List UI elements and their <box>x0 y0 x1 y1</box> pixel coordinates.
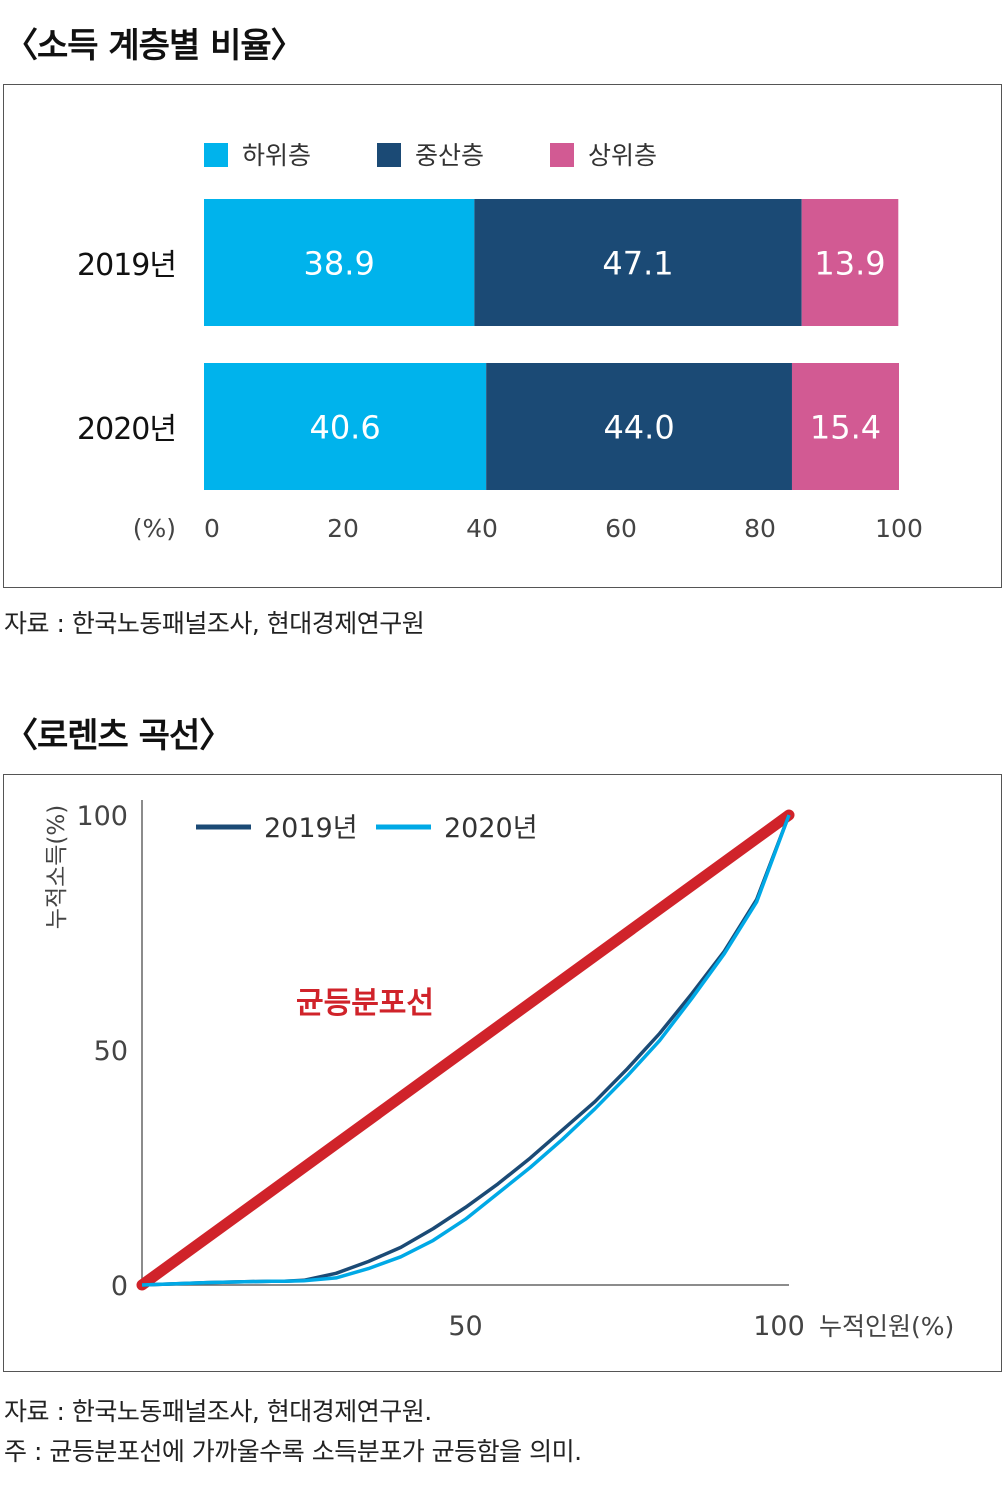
chart2-series: 균등분포선 <box>136 809 795 1291</box>
legend-label-1: 중산층 <box>415 141 484 170</box>
chart1-x-axis: (%) 0 20 40 60 80 100 <box>133 514 923 543</box>
x-tick-2: 40 <box>466 514 498 543</box>
lorenz-curve-chart: 0 50 100 50 100 누적인원(%) 누적소득(%) 균등분포선 2019년 202… <box>44 800 954 1342</box>
x-tick-5: 100 <box>875 514 923 543</box>
bar-1-0 <box>204 363 487 490</box>
x-axis-label: 누적인원(%) <box>819 1312 954 1341</box>
bar-1-1 <box>486 363 792 490</box>
category-label-0: 2019년 <box>77 248 176 283</box>
stacked-bar-chart: 하위층 중산층 상위층 2019년 38.9 47.1 13.9 2020년 40.6 44.0… <box>77 141 923 543</box>
legend-swatch-2 <box>550 143 574 167</box>
category-label-1: 2020년 <box>77 412 176 447</box>
legend-swatch-0 <box>204 143 228 167</box>
x-tick-1: 20 <box>327 514 359 543</box>
legend-label-0: 하위층 <box>242 141 311 170</box>
chart1-legend: 하위층 중산층 상위층 <box>204 141 657 170</box>
chart1-frame: 하위층 중산층 상위층 2019년 38.9 47.1 13.9 2020년 40.6 44.0… <box>3 84 1002 588</box>
x-tick-3: 60 <box>605 514 637 543</box>
legend-label-1: 2020년 <box>444 813 538 844</box>
chart2-axes: 0 50 100 50 100 누적인원(%) 누적소득(%) <box>44 800 954 1342</box>
chart1-source: 자료 : 한국노동패널조사, 현대경제연구원 <box>4 609 425 638</box>
chart2-note: 주 : 균등분포선에 가까울수록 소득분포가 균등함을 의미. <box>4 1437 582 1466</box>
legend-label-2: 상위층 <box>588 141 657 170</box>
bar-value-1-1: 44.0 <box>603 409 674 447</box>
equality-line <box>136 809 795 1291</box>
bar-value-0-0: 38.9 <box>304 245 375 283</box>
bar-value-1-0: 40.6 <box>309 409 380 447</box>
bar-1-2 <box>791 363 899 490</box>
x-tick-1: 100 <box>753 1311 805 1342</box>
equality-line-label: 균등분포선 <box>296 986 434 1021</box>
bar-0-0 <box>204 199 475 326</box>
chart2-frame: 0 50 100 50 100 누적인원(%) 누적소득(%) 균등분포선 2019년 202… <box>3 774 1002 1372</box>
bar-value-0-2: 13.9 <box>814 245 885 283</box>
y-tick-0: 0 <box>111 1271 128 1302</box>
chart1-title: 〈소득 계층별 비율〉 <box>4 26 305 66</box>
bar-value-1-2: 15.4 <box>810 409 881 447</box>
x-tick-4: 80 <box>744 514 776 543</box>
legend-swatch-1 <box>377 143 401 167</box>
y-tick-2: 100 <box>76 801 128 832</box>
y-axis-label: 누적소득(%) <box>44 805 70 929</box>
chart2-legend: 2019년 2020년 <box>196 813 538 844</box>
x-unit-label: (%) <box>133 514 176 543</box>
x-tick-0: 50 <box>448 1311 482 1342</box>
bar-0-2 <box>801 199 899 326</box>
x-tick-0: 0 <box>204 514 220 543</box>
legend-label-0: 2019년 <box>264 813 358 844</box>
chart1-bars: 2019년 38.9 47.1 13.9 2020년 40.6 44.0 15.4 <box>77 199 899 490</box>
y-tick-1: 50 <box>94 1036 128 1067</box>
chart2-source: 자료 : 한국노동패널조사, 현대경제연구원. <box>4 1397 432 1426</box>
bar-0-1 <box>474 199 802 326</box>
bar-value-0-1: 47.1 <box>602 245 673 283</box>
chart2-title: 〈로렌츠 곡선〉 <box>4 716 233 756</box>
curve-2020년 <box>141 814 791 1287</box>
